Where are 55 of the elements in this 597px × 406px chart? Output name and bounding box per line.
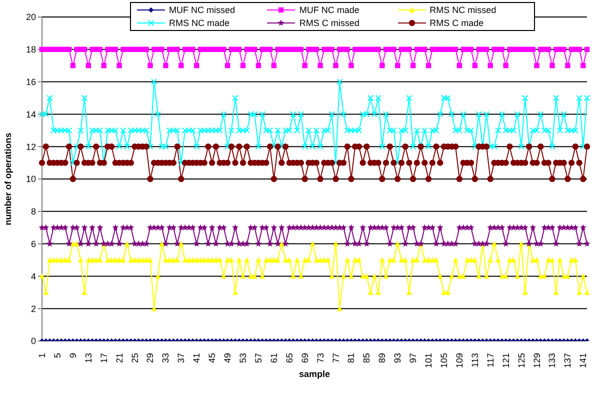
x-tick-label: 25 xyxy=(130,353,140,364)
x-tick-label: 9 xyxy=(68,353,78,358)
x-tick-label: 77 xyxy=(330,353,341,364)
y-tick-label: 20 xyxy=(26,12,36,22)
x-tick-label: 113 xyxy=(470,353,480,368)
x-tick-label: 65 xyxy=(284,353,294,364)
y-tick-label: 6 xyxy=(30,238,36,249)
x-tick-label: 45 xyxy=(207,353,218,364)
y-tick-label: 8 xyxy=(30,206,36,217)
y-tick-label: 16 xyxy=(26,76,36,87)
x-tick-label: 29 xyxy=(145,353,156,364)
y-tick-label: 14 xyxy=(26,109,36,120)
x-tick-label: 33 xyxy=(160,353,171,364)
legend-label: RMS NC made xyxy=(169,18,230,28)
x-tick-label: 61 xyxy=(268,353,279,364)
x-tick-label: 69 xyxy=(300,353,310,364)
x-tick-label: 93 xyxy=(392,353,403,364)
y-tick-label: 18 xyxy=(26,44,36,55)
y-tick-label: 4 xyxy=(30,271,36,282)
y-tick-label: 12 xyxy=(26,142,36,152)
legend-label: RMS C missed xyxy=(299,18,360,28)
x-tick-label: 17 xyxy=(98,353,109,364)
x-tick-label: 81 xyxy=(346,353,356,364)
x-tick-label: 89 xyxy=(377,353,388,364)
legend-label: MUF NC made xyxy=(299,5,360,15)
x-tick-label: 97 xyxy=(408,353,418,364)
legend-label: RMS NC missed xyxy=(430,5,496,15)
x-tick-label: 117 xyxy=(485,353,496,368)
x-tick-label: 1 xyxy=(37,353,47,358)
x-tick-label: 101 xyxy=(424,353,434,368)
x-tick-label: 5 xyxy=(52,353,62,358)
x-tick-label: 41 xyxy=(192,353,202,364)
legend-label: MUF NC missed xyxy=(169,5,236,15)
x-tick-label: 85 xyxy=(362,353,372,364)
x-tick-label: 21 xyxy=(114,353,124,364)
x-tick-label: 129 xyxy=(532,353,542,368)
y-tick-label: 0 xyxy=(30,336,36,346)
y-tick-label: 2 xyxy=(30,304,36,314)
x-tick-label: 133 xyxy=(547,353,558,368)
legend-label: RMS C made xyxy=(430,18,484,28)
x-tick-label: 109 xyxy=(454,353,464,368)
x-axis-title: sample xyxy=(298,369,330,379)
x-tick-label: 137 xyxy=(562,353,573,368)
x-tick-label: 125 xyxy=(516,353,526,368)
x-tick-label: 57 xyxy=(253,353,264,364)
x-tick-label: 13 xyxy=(83,353,94,364)
y-tick-label: 10 xyxy=(26,174,36,184)
x-tick-label: 53 xyxy=(238,353,248,364)
x-tick-label: 37 xyxy=(176,353,186,364)
y-axis-title: number of operations xyxy=(3,132,14,226)
x-tick-label: 49 xyxy=(222,353,233,364)
x-tick-label: 121 xyxy=(500,353,511,368)
x-tick-label: 141 xyxy=(578,353,588,368)
x-tick-label: 105 xyxy=(438,353,449,368)
x-tick-label: 73 xyxy=(315,353,326,364)
